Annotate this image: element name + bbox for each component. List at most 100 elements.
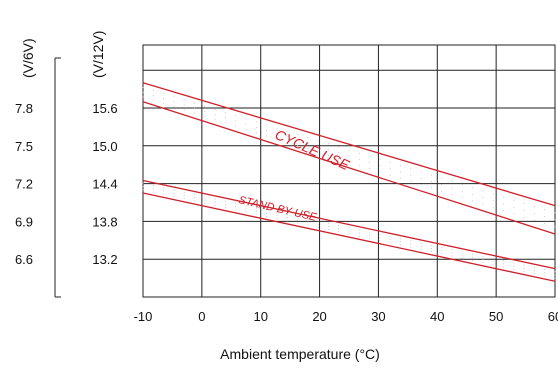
band-stipple [194, 102, 195, 104]
band-stipple [255, 132, 257, 134]
band-stipple [461, 251, 463, 253]
band-stipple [276, 138, 278, 140]
band-stipple [410, 240, 412, 242]
band-stipple [379, 171, 381, 173]
y-tick-label-12v: 15.0 [92, 139, 117, 154]
band-stipple [430, 251, 432, 253]
band-stipple [307, 137, 309, 139]
band-stipple [379, 165, 381, 167]
band-stipple [482, 255, 484, 257]
band-stipple [441, 184, 443, 186]
band-stipple [297, 145, 298, 147]
band-stipple [410, 174, 412, 176]
band-stipple [327, 149, 329, 151]
band-stipple [451, 187, 453, 189]
band-stipple [235, 115, 237, 117]
band-stipple [338, 152, 340, 154]
band-stipple [472, 253, 474, 255]
band-stipple [152, 99, 154, 101]
band-stipple [183, 104, 185, 106]
band-stipple [286, 213, 288, 215]
band-stipple [472, 259, 474, 261]
band-stipple [173, 196, 175, 198]
band-stipple [410, 180, 412, 182]
band-stipple [472, 193, 474, 195]
band-stipple [451, 193, 453, 195]
band-stipple [317, 220, 319, 222]
y-tick-label-6v: 6.6 [15, 252, 33, 267]
band-stipple [400, 177, 401, 179]
band-label-stand-by-use: STAND BY USE [237, 194, 318, 224]
band-stipple [286, 217, 288, 219]
band-stipple [533, 273, 535, 275]
band-stipple [379, 236, 381, 238]
band-stipple [554, 219, 556, 221]
x-tick-label: -10 [134, 309, 153, 324]
y-tick-label-6v: 6.9 [15, 214, 33, 229]
band-stipple [441, 247, 443, 249]
band-stipple [410, 246, 412, 248]
band-stipple [163, 187, 165, 189]
band-lower-line [142, 192, 556, 282]
band-stipple [358, 229, 360, 231]
band-stipple [327, 229, 329, 231]
band-stipple [194, 197, 195, 199]
band-stipple [451, 180, 453, 182]
band-stipple [533, 212, 535, 214]
band-stipple [348, 227, 350, 229]
band-stipple [317, 140, 319, 142]
band-stipple [369, 167, 371, 169]
band-stipple [286, 130, 288, 132]
band-stipple [214, 204, 216, 206]
band-stipple [451, 255, 453, 257]
y-ticks: 15.6 7.8 15.0 7.5 14.4 7.2 13.8 6.9 13.2 6.6 [15, 101, 118, 267]
band-stipple [389, 239, 391, 241]
band-stipple [503, 260, 504, 262]
x-tick-label: 0 [198, 309, 205, 324]
band-stipple [183, 191, 185, 193]
band-stipple [235, 202, 237, 204]
band-stipple [451, 249, 453, 251]
band-stipple [554, 271, 556, 273]
band-stipple [482, 259, 484, 261]
band-stipple [224, 122, 226, 124]
band-stipple [286, 220, 288, 222]
band-stipple [420, 177, 422, 179]
band-stipple [348, 149, 350, 151]
band-stipple [513, 265, 515, 267]
band-stipple [245, 128, 247, 130]
band-stipple [317, 151, 319, 153]
band-stipple [544, 272, 546, 274]
band-stipple [142, 87, 144, 89]
band-stipple [214, 108, 216, 110]
band-stipple [544, 275, 546, 277]
band-stipple [214, 119, 216, 121]
band-stipple [286, 136, 288, 138]
band-stipple [523, 267, 525, 269]
band-stipple [420, 184, 422, 186]
band-stipple [389, 242, 391, 244]
band-stipple [152, 188, 154, 190]
band-stipple [286, 141, 288, 143]
band-stipple [338, 158, 340, 160]
band-stipple [348, 155, 350, 157]
band-stipple [204, 202, 206, 204]
band-stipple [173, 192, 175, 194]
band-stipple [204, 115, 206, 117]
x-tick-label: 50 [489, 309, 503, 324]
band-stipple [379, 159, 381, 161]
band-stipple [482, 262, 484, 264]
band-stipple [317, 145, 319, 147]
band-stipple [183, 109, 185, 111]
band-stipple [358, 232, 360, 234]
band-stipple [276, 218, 278, 220]
band-stipple [430, 174, 432, 176]
band-stipple [389, 236, 391, 238]
band-stipple [544, 223, 546, 225]
band-stipple [297, 222, 298, 224]
band-stipple [389, 174, 391, 176]
band-stipple [533, 266, 535, 268]
band-stipple [348, 161, 350, 163]
band-stipple [513, 213, 515, 215]
band-stipple [327, 222, 329, 224]
